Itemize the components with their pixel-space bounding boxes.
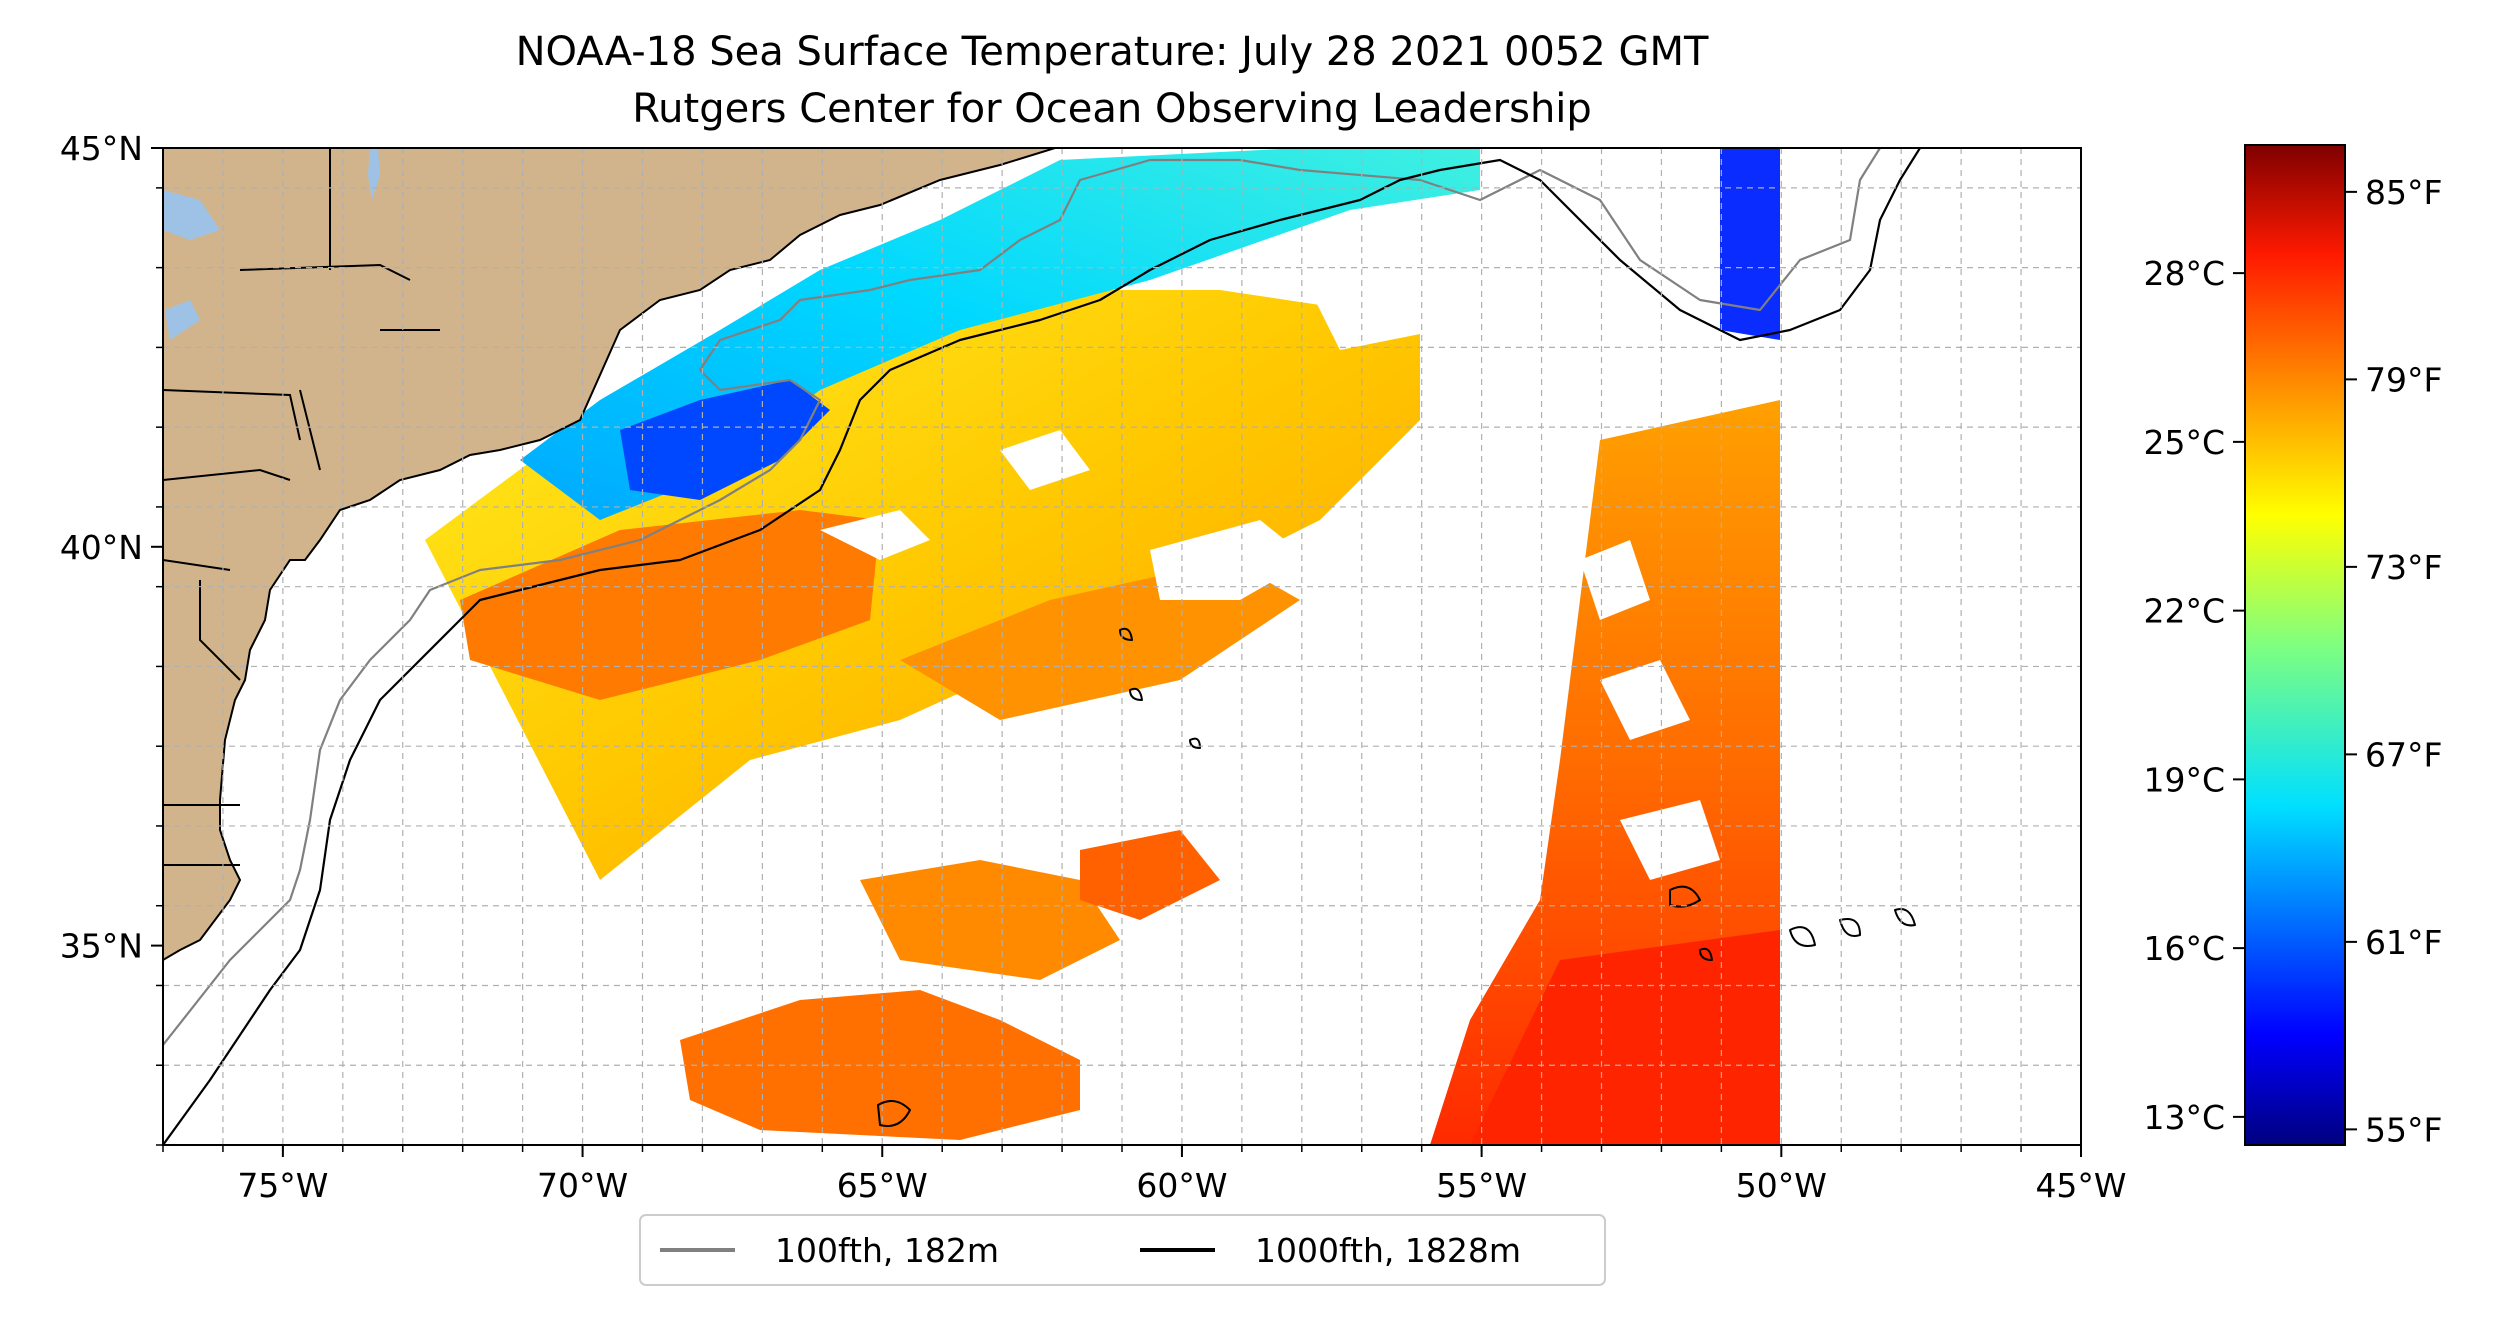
- fahrenheit-tick-label: 61°F: [2365, 923, 2442, 962]
- chart-title: NOAA-18 Sea Surface Temperature: July 28…: [516, 29, 1709, 75]
- seamount-7: [1129, 687, 1143, 701]
- seamount-5: [1894, 908, 1916, 927]
- legend-label-100fth: 100fth, 182m: [775, 1231, 999, 1270]
- fahrenheit-tick-label: 67°F: [2365, 735, 2442, 774]
- gridlines: [163, 148, 2081, 1145]
- bathymetry-contours: [163, 148, 1921, 1145]
- fahrenheit-tick-label: 73°F: [2365, 548, 2442, 587]
- legend-box: [639, 1214, 1606, 1286]
- colorbar-celsius-axis: 13°C 16°C 19°C 22°C 25°C 28°C: [2143, 254, 2245, 1137]
- colorbar-fahrenheit-axis: 55°F 61°F 67°F 73°F 79°F 85°F: [2345, 173, 2442, 1149]
- seamount-4: [1839, 918, 1861, 937]
- lake-1: [163, 190, 220, 240]
- lat-tick-label: 40°N: [60, 528, 143, 567]
- fahrenheit-tick-label: 85°F: [2365, 173, 2442, 212]
- lake-3: [165, 300, 200, 340]
- land-layer: [163, 148, 1056, 962]
- latitude-axis: 45°N 40°N 35°N: [60, 129, 163, 1146]
- sst-data-layer: [425, 148, 1780, 1145]
- sst-south-patch-2: [860, 860, 1120, 980]
- sst-cold-core: [620, 380, 830, 500]
- contour-1000fth: [163, 148, 1921, 1145]
- contour-100fth: [163, 148, 1881, 1046]
- land-north-america: [163, 148, 1056, 962]
- lon-tick-label: 65°W: [837, 1166, 928, 1205]
- legend: 100fth, 182m 1000fth, 1828m: [639, 1214, 1606, 1286]
- lat-tick-label: 45°N: [60, 129, 143, 168]
- celsius-tick-label: 22°C: [2143, 592, 2225, 631]
- lon-tick-label: 50°W: [1736, 1166, 1827, 1205]
- celsius-tick-label: 25°C: [2143, 423, 2225, 462]
- chart-subtitle: Rutgers Center for Ocean Observing Leade…: [632, 86, 1592, 132]
- lon-tick-label: 70°W: [537, 1166, 628, 1205]
- celsius-tick-label: 16°C: [2143, 929, 2225, 968]
- sst-east-hot: [1470, 930, 1780, 1145]
- seamount-9: [1699, 947, 1713, 961]
- lake-2: [368, 148, 380, 200]
- seamount-8: [1189, 737, 1201, 749]
- lon-tick-label: 45°W: [2035, 1166, 2126, 1205]
- celsius-tick-label: 19°C: [2143, 760, 2225, 799]
- sst-gulf-stream: [460, 510, 880, 700]
- celsius-tick-label: 13°C: [2143, 1098, 2225, 1137]
- sst-cold-northeast: [1720, 148, 1780, 340]
- legend-label-1000fth: 1000fth, 1828m: [1255, 1231, 1521, 1270]
- map-area: [163, 148, 2081, 1145]
- seamount-1: [877, 1100, 911, 1127]
- sst-south-patch-3: [1080, 830, 1220, 920]
- seamount-6: [1119, 627, 1133, 641]
- colorbar: [2244, 144, 2346, 1146]
- celsius-tick-label: 28°C: [2143, 254, 2225, 293]
- lon-tick-label: 75°W: [237, 1166, 328, 1205]
- fahrenheit-tick-label: 79°F: [2365, 360, 2442, 399]
- fahrenheit-tick-label: 55°F: [2365, 1110, 2442, 1149]
- seamount-3: [1789, 926, 1816, 947]
- longitude-axis: 75°W 70°W 65°W 60°W 55°W 50°W 45°W: [162, 1145, 2127, 1205]
- cloud-mask: [820, 240, 1720, 880]
- lat-tick-label: 35°N: [60, 927, 143, 966]
- lon-tick-label: 60°W: [1136, 1166, 1227, 1205]
- state-borders: [163, 148, 440, 866]
- lon-tick-label: 55°W: [1436, 1166, 1527, 1205]
